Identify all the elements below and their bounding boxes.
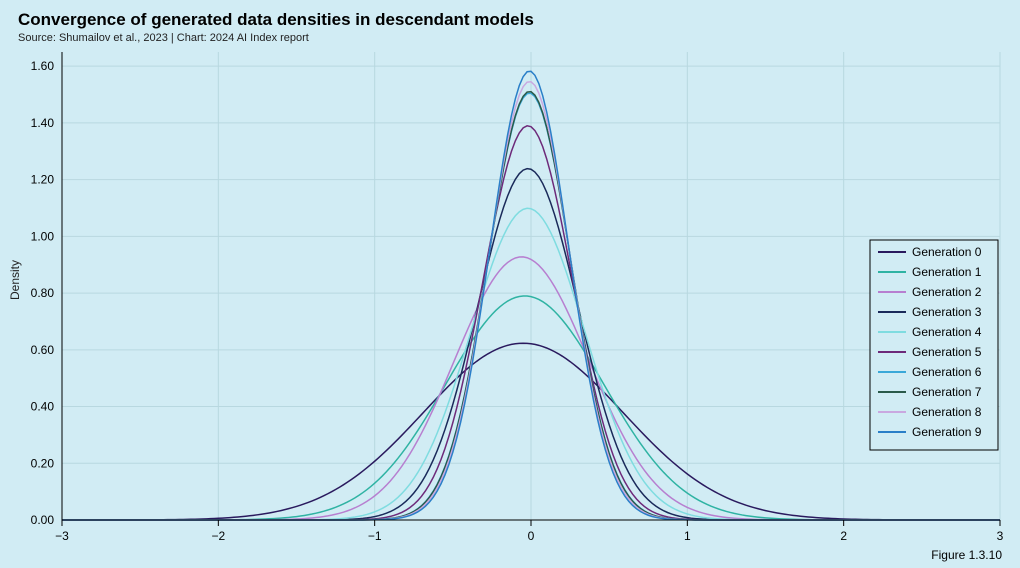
svg-text:1.00: 1.00 [31, 229, 55, 243]
svg-text:1.20: 1.20 [31, 173, 55, 187]
density-chart: 0.000.200.400.600.801.001.201.401.60 −3−… [0, 0, 1020, 568]
y-axis: 0.00 0.20 0.40 0.60 0.80 1.00 1.20 1.40 1.60 [31, 52, 62, 527]
svg-text:0.20: 0.20 [31, 456, 55, 470]
svg-text:−1: −1 [368, 529, 382, 543]
legend-label: Generation 4 [912, 325, 982, 339]
legend-label: Generation 2 [912, 285, 982, 299]
svg-text:0.40: 0.40 [31, 400, 55, 414]
legend: Generation 0 Generation 1 Generation 2 Gene… [870, 240, 998, 450]
legend-label: Generation 3 [912, 305, 982, 319]
svg-text:0: 0 [528, 529, 535, 543]
legend-label: Generation 8 [912, 405, 982, 419]
legend-label: Generation 9 [912, 425, 982, 439]
svg-text:1.40: 1.40 [31, 116, 55, 130]
svg-text:1: 1 [684, 529, 691, 543]
svg-text:0.80: 0.80 [31, 286, 55, 300]
x-axis: −3 −2 −1 0 1 2 3 [55, 520, 1004, 543]
legend-label: Generation 0 [912, 245, 982, 259]
svg-text:0.60: 0.60 [31, 343, 55, 357]
legend-label: Generation 1 [912, 265, 982, 279]
svg-text:0.00: 0.00 [31, 513, 55, 527]
svg-text:2: 2 [840, 529, 847, 543]
svg-text:3: 3 [997, 529, 1004, 543]
legend-label: Generation 6 [912, 365, 982, 379]
gridlines [62, 52, 1000, 520]
legend-label: Generation 5 [912, 345, 982, 359]
legend-label: Generation 7 [912, 385, 982, 399]
svg-text:1.60: 1.60 [31, 59, 55, 73]
svg-text:−2: −2 [211, 529, 225, 543]
svg-text:−3: −3 [55, 529, 69, 543]
